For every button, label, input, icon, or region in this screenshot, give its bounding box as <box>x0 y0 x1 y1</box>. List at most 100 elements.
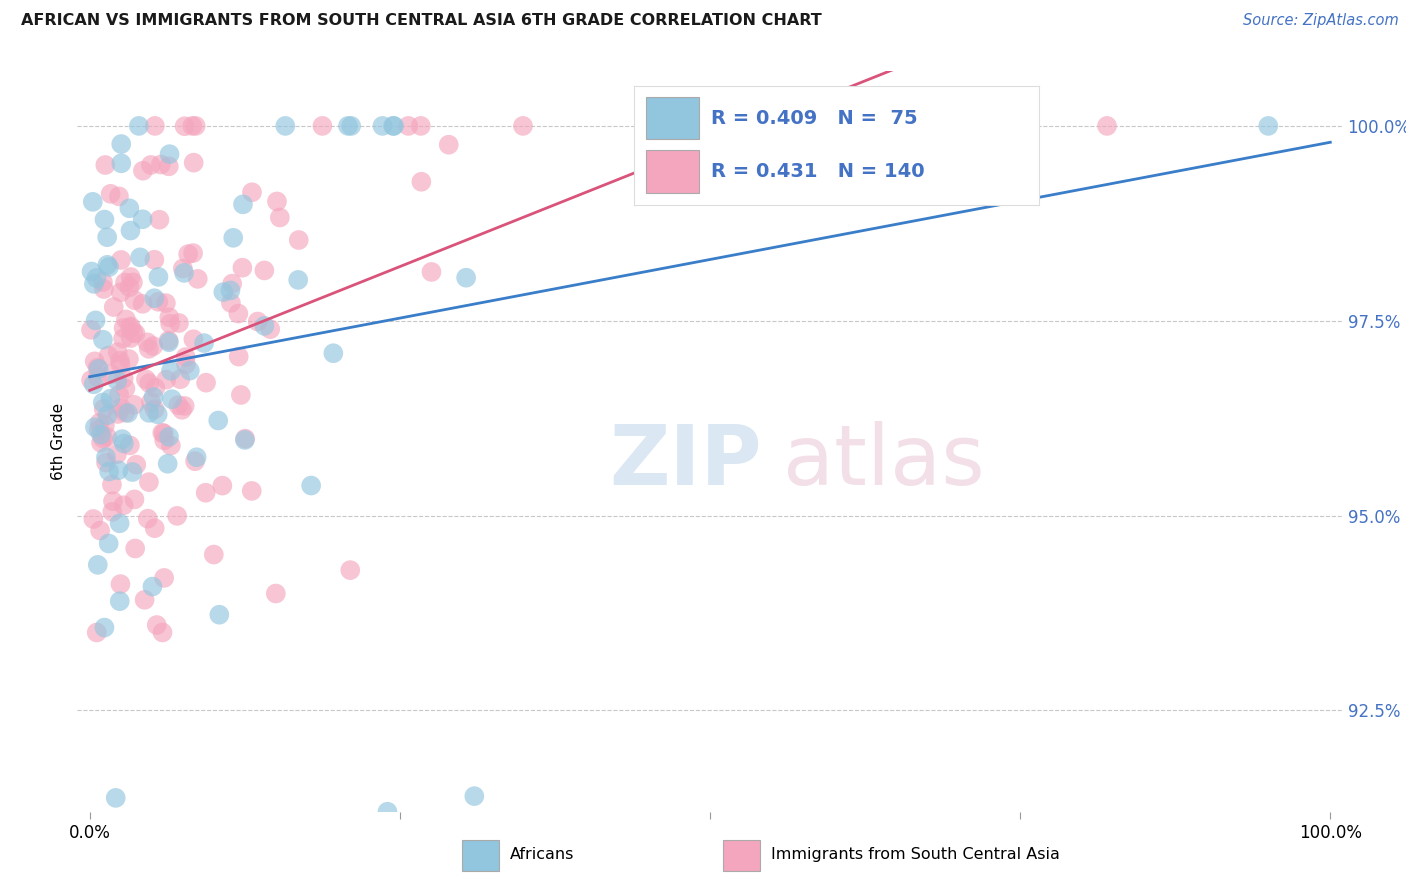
Point <box>136 335 159 350</box>
Point <box>93 212 115 227</box>
Point <box>138 406 160 420</box>
Point <box>122 276 145 290</box>
Point <box>409 119 432 133</box>
Point <box>108 353 131 368</box>
Point <box>84 313 107 327</box>
Point <box>187 272 209 286</box>
Point <box>90 435 112 450</box>
Point <box>110 577 132 591</box>
Point <box>420 265 443 279</box>
Point <box>181 246 204 260</box>
Point <box>87 423 110 437</box>
Point <box>377 805 399 819</box>
Point <box>269 211 291 225</box>
Point <box>101 505 124 519</box>
Point <box>100 367 122 381</box>
Point <box>134 592 156 607</box>
Point <box>160 364 183 378</box>
Point <box>148 294 170 309</box>
Point <box>105 447 128 461</box>
Text: AFRICAN VS IMMIGRANTS FROM SOUTH CENTRAL ASIA 6TH GRADE CORRELATION CHART: AFRICAN VS IMMIGRANTS FROM SOUTH CENTRAL… <box>21 13 823 29</box>
Point <box>336 119 359 133</box>
Point <box>142 339 165 353</box>
Text: ZIP: ZIP <box>609 420 762 501</box>
Point <box>86 271 108 285</box>
Point <box>194 485 217 500</box>
Point <box>96 230 118 244</box>
Point <box>253 263 276 277</box>
Point <box>83 277 105 291</box>
Point <box>228 350 250 364</box>
Point <box>80 323 103 337</box>
Point <box>322 346 344 360</box>
Point <box>274 119 297 133</box>
Point <box>148 212 170 227</box>
Point <box>91 432 114 446</box>
Point <box>240 186 263 200</box>
Point <box>120 270 142 285</box>
Point <box>89 416 111 430</box>
Point <box>108 594 131 608</box>
Point <box>121 465 143 479</box>
Point <box>150 425 173 440</box>
Point <box>131 212 153 227</box>
Point <box>100 392 122 406</box>
Point <box>287 273 309 287</box>
Point <box>156 457 179 471</box>
Point <box>80 264 103 278</box>
Point <box>149 157 172 171</box>
Point <box>118 352 141 367</box>
Point <box>152 625 174 640</box>
Point <box>157 159 180 173</box>
Point <box>110 252 132 267</box>
Point <box>174 357 197 371</box>
Point <box>108 189 131 203</box>
Point <box>172 261 194 276</box>
Point <box>125 458 148 472</box>
Point <box>219 296 242 310</box>
Point <box>112 436 135 450</box>
Point <box>228 307 250 321</box>
Point <box>233 433 256 447</box>
Point <box>91 333 114 347</box>
Point <box>87 362 110 376</box>
Point <box>183 155 205 169</box>
Point <box>117 406 139 420</box>
Point <box>100 186 122 201</box>
Point <box>107 463 129 477</box>
Point <box>167 398 190 412</box>
Point <box>86 625 108 640</box>
Point <box>118 202 141 216</box>
Point <box>131 297 153 311</box>
Point <box>110 156 132 170</box>
Point <box>148 269 170 284</box>
Point <box>1257 119 1279 133</box>
Point <box>157 430 180 444</box>
Point <box>91 395 114 409</box>
Point <box>122 326 145 340</box>
Point <box>143 119 166 133</box>
Point <box>183 332 205 346</box>
Point <box>141 580 163 594</box>
Text: Source: ZipAtlas.com: Source: ZipAtlas.com <box>1243 13 1399 29</box>
Point <box>139 395 162 409</box>
Point <box>186 450 208 465</box>
Point <box>299 478 322 492</box>
Point <box>115 312 138 326</box>
Point <box>184 119 207 133</box>
Point <box>152 426 174 441</box>
Point <box>124 326 146 341</box>
Point <box>83 377 105 392</box>
Point <box>105 374 128 388</box>
Point <box>155 373 177 387</box>
Point <box>124 492 146 507</box>
Point <box>136 511 159 525</box>
Point <box>114 382 136 396</box>
Point <box>246 314 269 328</box>
Point <box>157 335 180 350</box>
Point <box>173 399 195 413</box>
Point <box>91 275 114 289</box>
Point <box>153 434 176 448</box>
Point <box>86 360 108 375</box>
Point <box>240 483 263 498</box>
